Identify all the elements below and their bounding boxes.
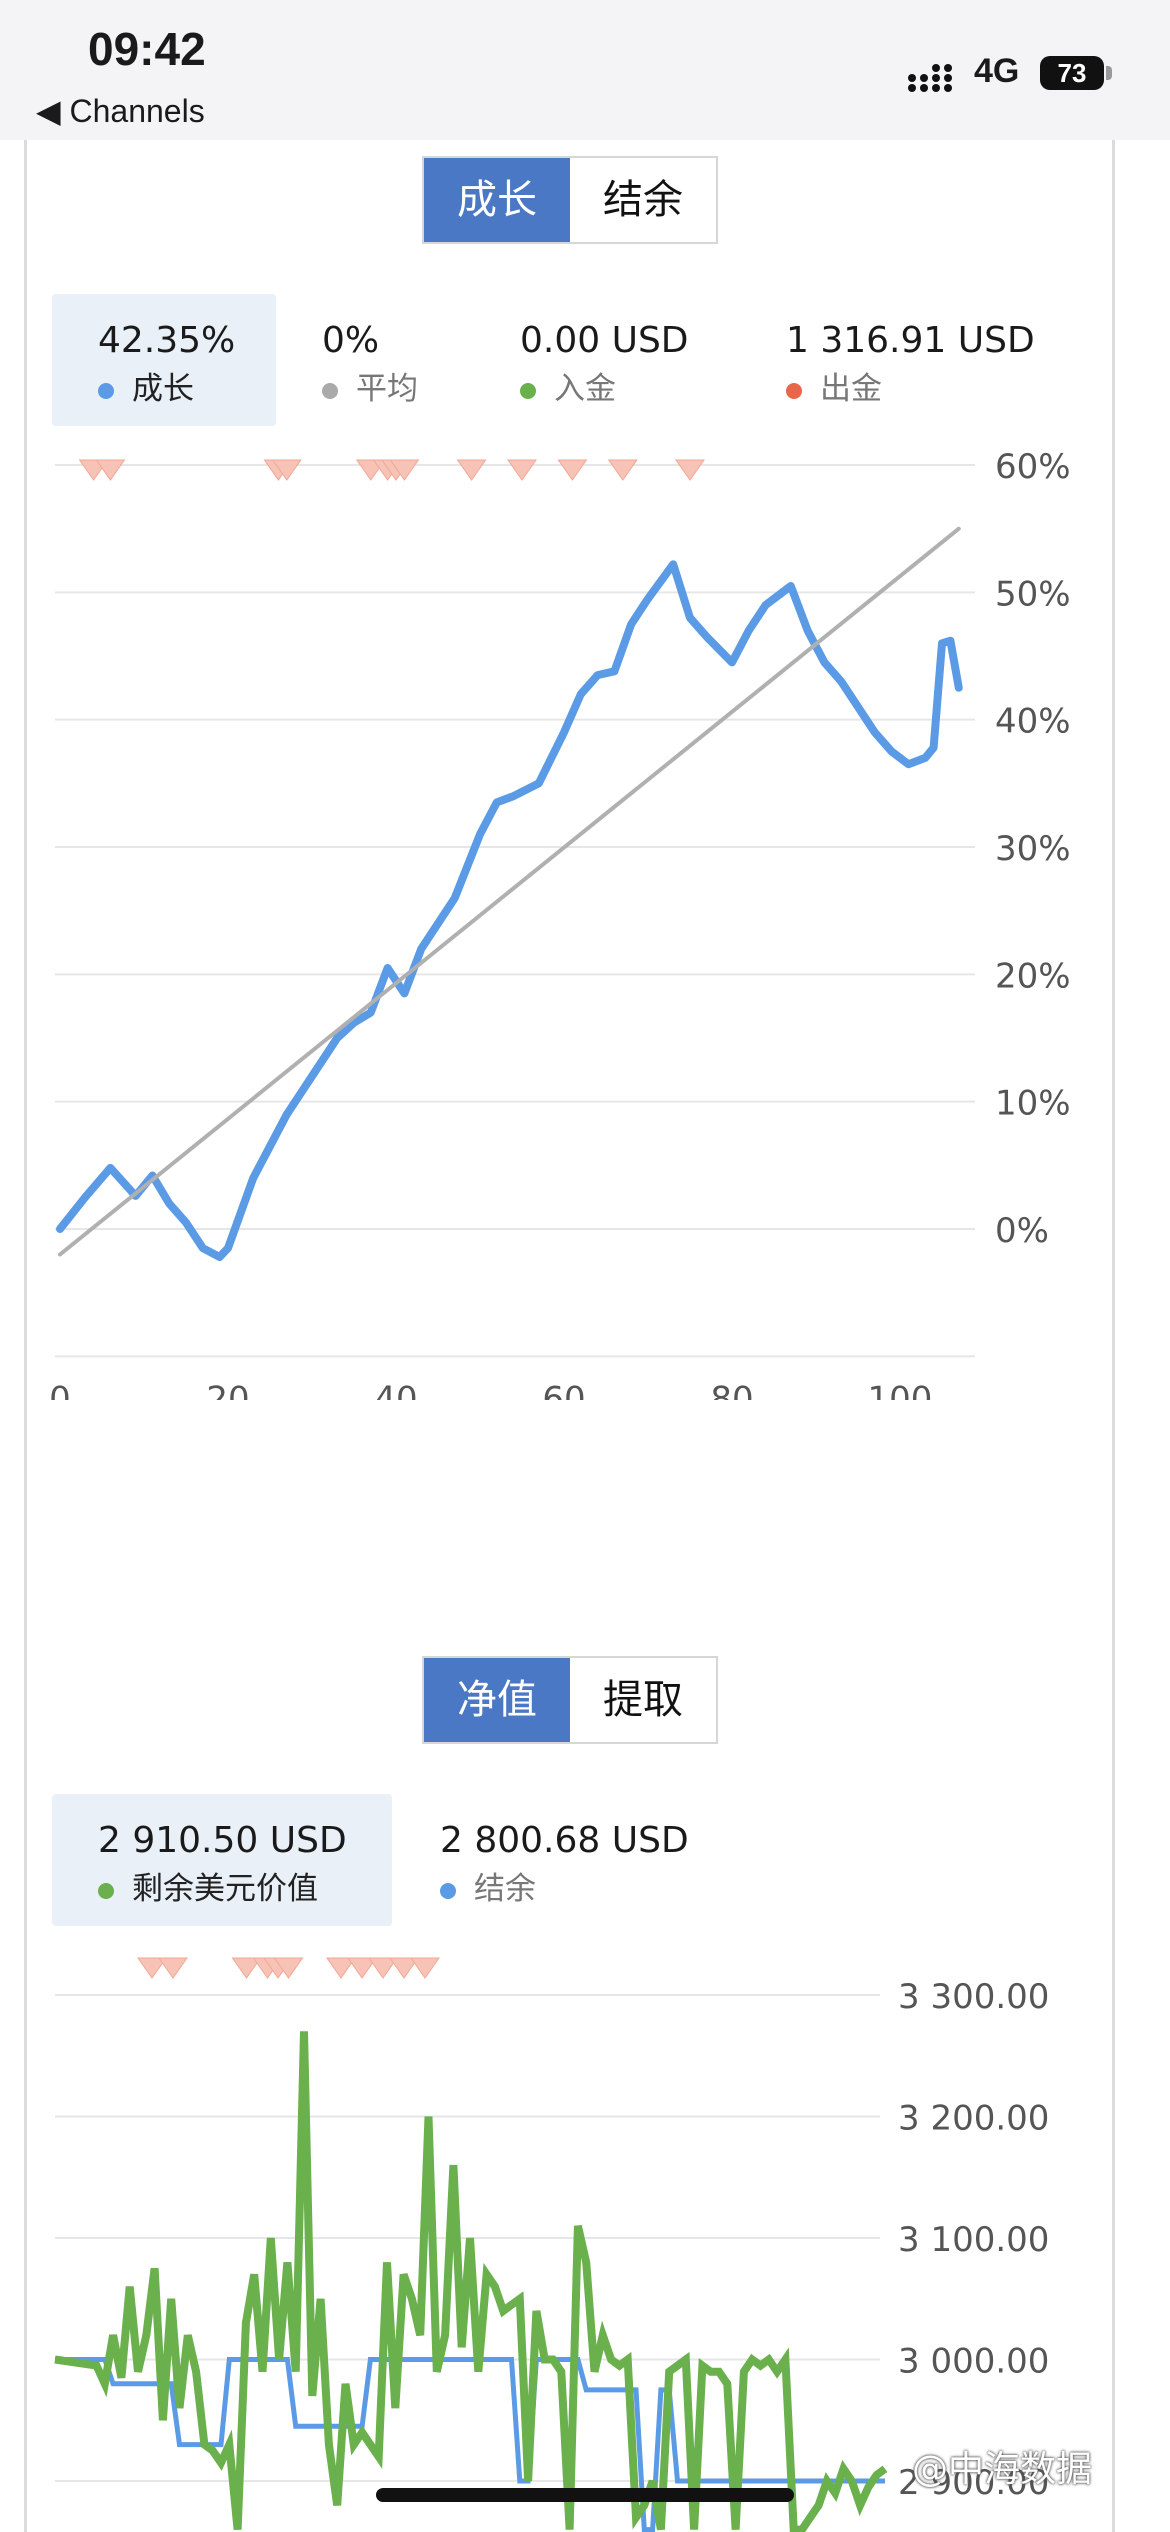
x-tick-label: 0 [49, 1379, 71, 1400]
withdrawal-marker [368, 1957, 398, 1979]
back-to-channels-link[interactable]: ◀ Channels [36, 93, 205, 129]
growth-series-line [56, 560, 963, 1261]
stat-deposit[interactable]: 0.00 USD 入金 [520, 320, 689, 408]
withdrawal-marker [675, 459, 705, 481]
withdrawal-marker [326, 1957, 356, 1979]
stat-growth-value: 42.35% [98, 320, 236, 361]
watermark: @中海数据 [912, 2449, 1093, 2490]
withdrawal-marker [456, 459, 487, 481]
growth-balance-toggle: 成长 结余 [422, 156, 718, 244]
x-tick-label: 40 [374, 1379, 417, 1400]
y-tick-label: 50% [995, 574, 1071, 614]
tab-withdraw[interactable]: 提取 [570, 1658, 716, 1742]
stat-balance[interactable]: 2 800.68 USD 结余 [440, 1820, 689, 1908]
stat-growth[interactable]: 42.35% 成长 [98, 320, 235, 408]
green-dot-icon [520, 382, 536, 399]
tab-balance[interactable]: 结余 [570, 158, 716, 242]
withdrawal-marker [389, 459, 420, 481]
stat-growth-label: 成长 [132, 371, 194, 407]
withdrawal-marker [158, 1957, 188, 1979]
withdrawal-marker [557, 459, 588, 481]
withdrawal-marker [137, 1957, 167, 1979]
equity-withdraw-toggle: 净值 提取 [422, 1656, 718, 1744]
y-tick-label: 40% [995, 702, 1071, 742]
withdrawal-marker [389, 1957, 419, 1979]
selected-stat-background [52, 1794, 392, 1926]
selected-stat-background [52, 294, 276, 426]
growth-chart: 60% 50% 40% 30% 20% 10% 0% 0 20 40 60 80 100 [49, 447, 1071, 1400]
frame-right-border [1112, 140, 1115, 2532]
withdrawal-marker [607, 459, 638, 481]
withdrawal-marker [271, 459, 302, 481]
stat-equity-label: 剩余美元价值 [132, 1871, 318, 1907]
y-tick-label: 20% [995, 956, 1071, 996]
stat-balance-value: 2 800.68 USD [440, 1820, 689, 1861]
stat-deposit-label: 入金 [554, 371, 616, 407]
x-tick-label: 80 [710, 1379, 753, 1400]
gray-dot-icon [322, 382, 338, 399]
stat-withdrawal-label: 出金 [820, 371, 882, 407]
network-type: 4G [974, 52, 1020, 90]
status-time: 09:42 [88, 23, 206, 75]
withdrawal-marker [231, 1957, 262, 1979]
equity-chart: 3 300.00 3 200.00 3 100.00 3 000.00 2 900.00 [54, 1957, 1049, 2532]
stat-average[interactable]: 0% 平均 [322, 320, 418, 408]
battery-tip [1106, 66, 1112, 80]
x-tick-label: 100 [868, 1379, 933, 1400]
withdrawal-marker [410, 1957, 440, 1979]
average-trend-line [58, 526, 961, 1257]
stat-withdrawal-value: 1 316.91 USD [786, 320, 1035, 361]
stat-equity[interactable]: 2 910.50 USD 剩余美元价值 [98, 1820, 347, 1908]
x-tick-label: 60 [542, 1379, 585, 1400]
stat-average-label: 平均 [356, 371, 418, 407]
stat-equity-value: 2 910.50 USD [98, 1820, 347, 1861]
tab-equity[interactable]: 净值 [424, 1658, 570, 1742]
blue-dot-icon [440, 1882, 456, 1899]
stat-withdrawal[interactable]: 1 316.91 USD 出金 [786, 320, 1035, 408]
tab-growth[interactable]: 成长 [424, 158, 570, 242]
withdrawal-marker [347, 1957, 377, 1979]
green-dot-icon [98, 1882, 114, 1899]
equity-series-line [54, 2031, 888, 2532]
y-tick-label: 3 300.00 [898, 1977, 1049, 2017]
blue-dot-icon [98, 382, 114, 399]
y-tick-label: 3 100.00 [898, 2220, 1049, 2260]
withdrawal-marker [507, 459, 537, 481]
y-tick-label: 10% [995, 1084, 1071, 1124]
y-tick-label: 2 900.00 [898, 2463, 1049, 2503]
y-tick-label: 3 200.00 [898, 2099, 1049, 2139]
y-tick-label: 30% [995, 829, 1071, 869]
y-tick-label: 60% [995, 447, 1071, 487]
red-dot-icon [786, 382, 802, 399]
stat-average-value: 0% [322, 320, 380, 361]
battery-icon: 73 [1040, 56, 1104, 90]
stat-deposit-value: 0.00 USD [520, 320, 689, 361]
stat-balance-label: 结余 [474, 1871, 536, 1907]
signal-icon [908, 64, 952, 92]
home-indicator[interactable] [376, 2488, 794, 2502]
withdrawal-marker [95, 459, 126, 481]
y-tick-label: 0% [995, 1211, 1049, 1251]
y-tick-label: 3 000.00 [898, 2342, 1049, 2382]
x-tick-label: 20 [206, 1379, 249, 1400]
withdrawal-marker [273, 1957, 304, 1979]
frame-left-border [24, 140, 27, 2532]
status-bar: 09:42 ◀ Channels 4G 73 [0, 0, 1170, 140]
